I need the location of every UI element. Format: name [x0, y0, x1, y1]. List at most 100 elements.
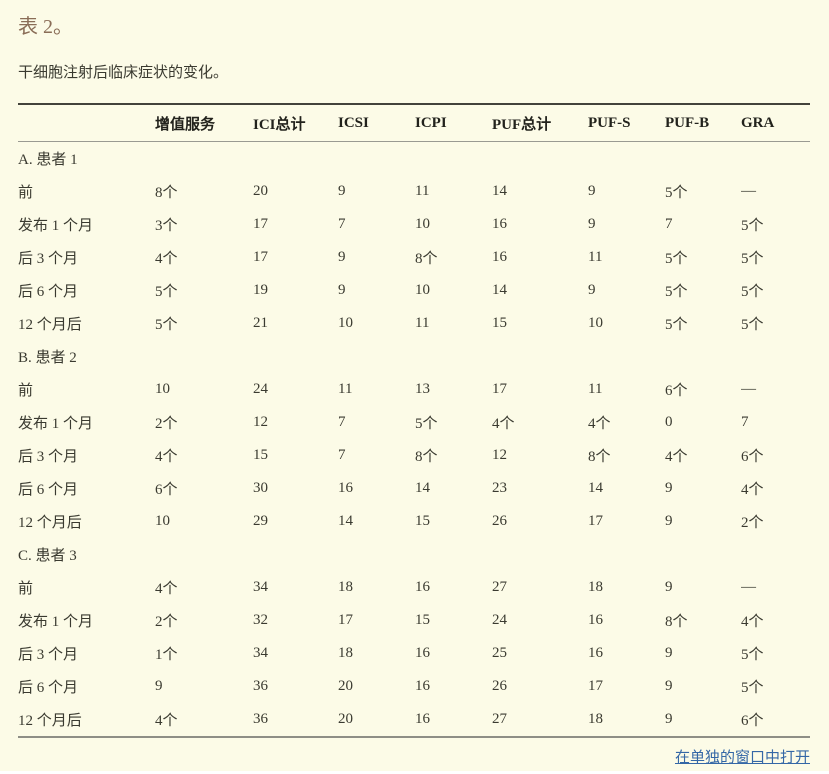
table-cell: 11: [588, 249, 603, 265]
table-cell: 12: [492, 447, 507, 463]
table-cell: 5个: [155, 317, 178, 333]
table-cell: 16: [415, 645, 430, 661]
table-cell: 24: [492, 612, 507, 628]
open-in-separate-window-link[interactable]: 在单独的窗口中打开: [674, 750, 810, 766]
table-cell: 2个: [155, 416, 178, 432]
table-cell: 15: [415, 513, 430, 529]
table-cell: 13: [415, 381, 430, 397]
column-header: GRA: [741, 104, 810, 142]
table-cell: 7: [741, 414, 749, 430]
table-cell: 26: [492, 678, 507, 694]
table-cell: 12: [253, 414, 268, 430]
table-cell: 16: [588, 645, 603, 661]
table-cell: 24: [253, 381, 268, 397]
table-cell: 8个: [415, 251, 438, 267]
table-row: 后 3 个月 4个 17 9 8个 16 11 5个 5个: [18, 241, 810, 274]
table-cell: 16: [415, 579, 430, 595]
table-cell: 36: [253, 711, 268, 727]
table-cell: 10: [415, 216, 430, 232]
table-cell: 10: [588, 315, 603, 331]
table-cell: 10: [415, 282, 430, 298]
row-label: 12 个月后: [18, 515, 82, 531]
row-label: 前: [18, 185, 34, 201]
table-cell: 4个: [741, 482, 764, 498]
table-cell: 8个: [415, 449, 438, 465]
row-label: 发布 1 个月: [18, 614, 94, 630]
table-cell: 9: [665, 480, 673, 496]
table-cell: 14: [415, 480, 430, 496]
table-cell: 15: [492, 315, 507, 331]
section-label: A. 患者 1: [18, 152, 78, 168]
section-label: C. 患者 3: [18, 548, 77, 564]
table-cell: 11: [415, 183, 430, 199]
table-body: A. 患者 1 前 8个 20 9 11 14 9 5个 — 发布 1 个月 3个 17 7 10 16 9 7 5…: [18, 142, 810, 738]
table-cell: 10: [155, 513, 170, 529]
row-label: 前: [18, 581, 34, 597]
table-cell: 7: [338, 216, 346, 232]
table-cell: 14: [588, 480, 603, 496]
table-row: 发布 1 个月 3个 17 7 10 16 9 7 5个: [18, 208, 810, 241]
table-cell: 5个: [665, 317, 688, 333]
table-cell: 18: [588, 711, 603, 727]
table-cell: 4个: [155, 449, 178, 465]
table-row: 12 个月后 5个 21 10 11 15 10 5个 5个: [18, 307, 810, 340]
table-cell: 29: [253, 513, 268, 529]
column-header: ICPI: [415, 104, 492, 142]
column-header: ICSI: [338, 104, 415, 142]
row-label: 后 6 个月: [18, 482, 79, 498]
table-cell: 5个: [741, 251, 764, 267]
table-cell: 1个: [155, 647, 178, 663]
table-cell: —: [741, 183, 756, 199]
table-cell: 16: [588, 612, 603, 628]
column-header: PUF-B: [665, 104, 741, 142]
table-row: 后 3 个月 1个 34 18 16 25 16 9 5个: [18, 637, 810, 670]
table-cell: 9: [665, 579, 673, 595]
table-cell: 5个: [155, 284, 178, 300]
row-label: 12 个月后: [18, 317, 82, 333]
table-cell: 0: [665, 414, 673, 430]
column-header: PUF总计: [492, 104, 588, 142]
table-cell: 6个: [741, 713, 764, 729]
row-label-column-header: [18, 104, 155, 142]
table-cell: 9: [588, 282, 596, 298]
table-cell: 32: [253, 612, 268, 628]
table-cell: 10: [155, 381, 170, 397]
table-cell: 9: [665, 513, 673, 529]
table-cell: 7: [665, 216, 673, 232]
table-cell: 11: [338, 381, 353, 397]
table-cell: 17: [588, 678, 603, 694]
table-cell: 36: [253, 678, 268, 694]
table-cell: 14: [492, 282, 507, 298]
section-header-row: B. 患者 2: [18, 340, 810, 373]
table-cell: 6个: [155, 482, 178, 498]
table-cell: —: [741, 381, 756, 397]
table-cell: 16: [338, 480, 353, 496]
clinical-symptoms-table: 增值服务 ICI总计 ICSI ICPI PUF总计 PUF-S PUF-B GRA A. 患…: [18, 103, 810, 738]
table-cell: 10: [338, 315, 353, 331]
table-cell: 23: [492, 480, 507, 496]
table-row: 后 6 个月 5个 19 9 10 14 9 5个 5个: [18, 274, 810, 307]
table-row: 发布 1 个月 2个 32 17 15 24 16 8个 4个: [18, 604, 810, 637]
table-cell: 8个: [588, 449, 611, 465]
table-row: 12 个月后 4个 36 20 16 27 18 9 6个: [18, 703, 810, 737]
table-cell: 15: [253, 447, 268, 463]
table-cell: 20: [253, 183, 268, 199]
table-cell: 2个: [741, 515, 764, 531]
table-row: 前 8个 20 9 11 14 9 5个 —: [18, 175, 810, 208]
table-cell: 5个: [415, 416, 438, 432]
row-label: 发布 1 个月: [18, 218, 94, 234]
table-cell: 6个: [741, 449, 764, 465]
table-cell: 18: [338, 579, 353, 595]
table-cell: —: [741, 579, 756, 595]
row-label: 后 6 个月: [18, 284, 79, 300]
table-cell: 8个: [665, 614, 688, 630]
table-cell: 26: [492, 513, 507, 529]
table-cell: 14: [492, 183, 507, 199]
table-cell: 9: [338, 282, 346, 298]
table-row: 前 4个 34 18 16 27 18 9 —: [18, 571, 810, 604]
row-label: 后 3 个月: [18, 251, 79, 267]
table-cell: 20: [338, 711, 353, 727]
table-cell: 14: [338, 513, 353, 529]
table-cell: 17: [253, 216, 268, 232]
table-header-row: 增值服务 ICI总计 ICSI ICPI PUF总计 PUF-S PUF-B GRA: [18, 104, 810, 142]
